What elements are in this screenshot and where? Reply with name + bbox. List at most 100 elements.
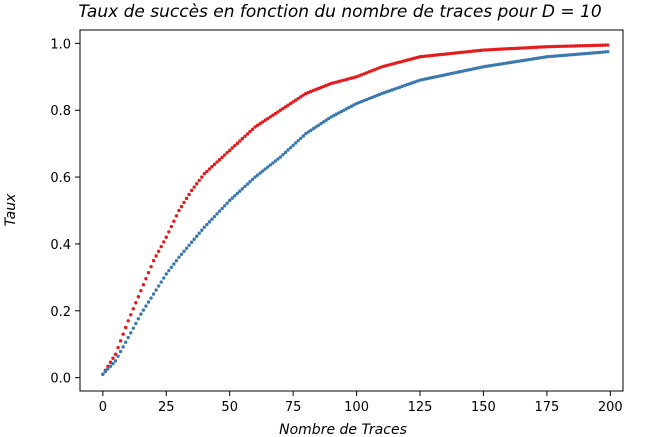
x-tick-label: 150 <box>471 400 496 415</box>
data-point <box>228 198 232 203</box>
data-point <box>139 312 143 316</box>
data-point <box>456 51 460 55</box>
data-point <box>446 72 450 76</box>
data-point <box>479 48 483 53</box>
data-point <box>146 300 151 304</box>
data-point <box>324 118 328 122</box>
data-point <box>116 345 120 350</box>
data-point <box>438 52 443 57</box>
data-point <box>118 349 123 354</box>
data-point <box>542 55 547 59</box>
data-point <box>326 116 331 121</box>
data-point <box>418 55 422 59</box>
data-point <box>296 138 300 143</box>
data-point <box>288 145 293 150</box>
data-point <box>149 296 153 300</box>
data-point <box>301 134 305 138</box>
data-point <box>123 325 128 330</box>
data-point <box>524 46 529 50</box>
data-point <box>517 46 521 50</box>
data-point <box>542 45 547 49</box>
data-point <box>263 167 267 171</box>
data-point <box>195 234 199 238</box>
data-point <box>217 209 222 213</box>
data-point <box>519 59 524 63</box>
data-point <box>595 43 600 48</box>
data-point <box>225 201 229 205</box>
data-point <box>517 59 521 63</box>
data-point <box>598 50 602 55</box>
data-point <box>550 54 554 59</box>
data-point <box>141 308 146 312</box>
data-point <box>507 61 511 65</box>
data-point <box>585 51 590 56</box>
data-point <box>189 188 194 193</box>
y-tick-label: 0.8 <box>50 104 71 119</box>
data-point <box>529 57 534 61</box>
data-point <box>253 175 257 179</box>
data-point <box>281 106 285 111</box>
data-point <box>200 175 204 179</box>
data-point <box>286 148 290 152</box>
data-point <box>438 74 443 78</box>
data-point <box>291 100 295 104</box>
data-point <box>453 70 458 75</box>
data-point <box>441 52 445 57</box>
data-point <box>547 44 552 49</box>
data-point <box>129 331 133 335</box>
data-point <box>233 143 237 148</box>
data-point <box>179 252 184 256</box>
data-point <box>588 43 592 48</box>
data-point <box>154 288 158 292</box>
data-point <box>268 163 273 167</box>
data-point <box>463 50 468 54</box>
data-point <box>106 364 110 368</box>
data-point <box>260 120 265 124</box>
data-point <box>205 169 209 174</box>
data-point <box>286 103 290 107</box>
data-point <box>504 61 508 65</box>
data-point <box>129 313 133 317</box>
plot-area <box>79 29 624 392</box>
data-point <box>266 116 270 121</box>
data-point <box>151 292 156 296</box>
data-point <box>453 51 458 55</box>
data-point <box>590 51 595 55</box>
y-tick-label: 0.4 <box>50 238 71 253</box>
data-point <box>433 75 437 79</box>
data-point <box>149 264 153 269</box>
data-point <box>344 107 349 111</box>
data-point <box>562 53 567 57</box>
data-point <box>202 172 207 176</box>
data-point <box>560 44 564 48</box>
data-point <box>494 63 498 67</box>
x-tick-label: 50 <box>221 400 238 415</box>
data-point <box>509 46 514 51</box>
data-point <box>441 73 445 78</box>
data-point <box>568 44 572 48</box>
data-point <box>164 235 168 239</box>
data-point <box>481 48 486 52</box>
data-point <box>230 196 234 200</box>
data-point <box>436 53 440 57</box>
data-point <box>430 75 435 80</box>
data-point <box>233 194 237 198</box>
data-point <box>212 214 217 219</box>
data-point <box>332 113 336 118</box>
data-point <box>222 153 227 157</box>
data-point <box>309 128 313 132</box>
x-tick-label: 75 <box>285 400 302 415</box>
data-point <box>555 54 559 58</box>
data-point <box>111 356 115 360</box>
data-point <box>436 74 440 79</box>
data-point <box>593 43 597 48</box>
data-point <box>146 270 151 275</box>
data-point <box>512 46 516 51</box>
data-point <box>207 220 212 224</box>
data-point <box>529 45 534 50</box>
data-point <box>187 192 191 197</box>
data-point <box>420 77 425 82</box>
data-point <box>248 180 252 184</box>
data-point <box>217 157 222 162</box>
data-point <box>151 258 156 263</box>
